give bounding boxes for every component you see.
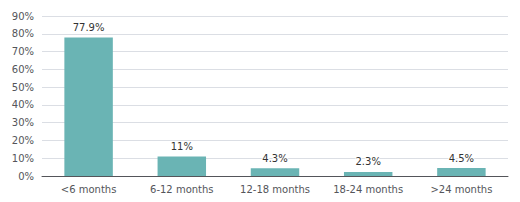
svg-text:2.3%: 2.3% — [355, 156, 380, 167]
svg-text:30%: 30% — [12, 117, 34, 128]
svg-text:6-12 months: 6-12 months — [150, 184, 214, 195]
svg-text:80%: 80% — [12, 28, 34, 39]
svg-text:4.3%: 4.3% — [262, 153, 287, 164]
svg-text:<6 months: <6 months — [61, 184, 117, 195]
svg-text:50%: 50% — [12, 82, 34, 93]
svg-text:12-18 months: 12-18 months — [240, 184, 310, 195]
svg-text:40%: 40% — [12, 99, 34, 110]
svg-text:77.9%: 77.9% — [73, 22, 105, 33]
svg-text:10%: 10% — [12, 153, 34, 164]
svg-text:>24 months: >24 months — [430, 184, 492, 195]
svg-text:70%: 70% — [12, 46, 34, 57]
svg-text:90%: 90% — [12, 11, 34, 22]
svg-text:4.5%: 4.5% — [449, 153, 474, 164]
svg-text:60%: 60% — [12, 64, 34, 75]
svg-text:0%: 0% — [18, 171, 34, 182]
svg-text:20%: 20% — [12, 135, 34, 146]
svg-text:18-24 months: 18-24 months — [333, 184, 403, 195]
svg-text:11%: 11% — [171, 141, 193, 152]
